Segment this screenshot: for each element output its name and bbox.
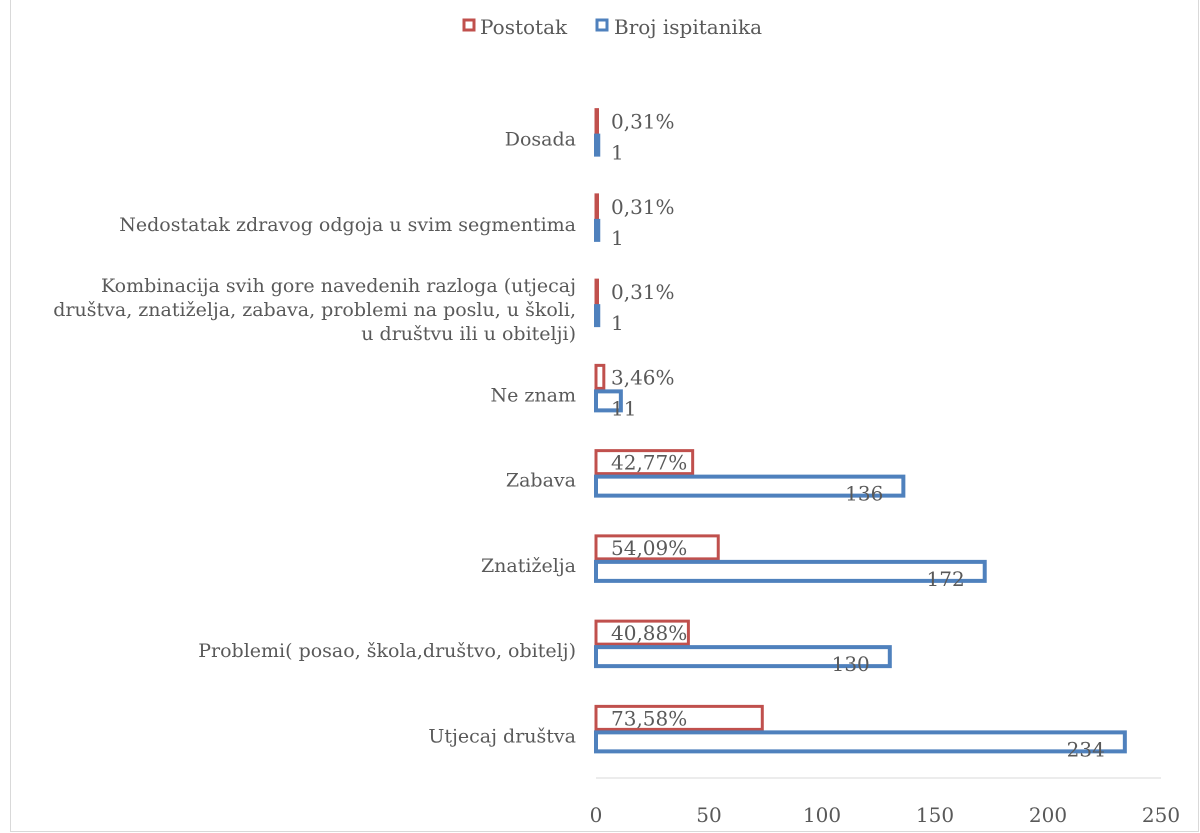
bar-broj-ispitanika (594, 389, 623, 413)
legend-label-broj-ispitanika: Broj ispitanika (614, 15, 762, 39)
x-tick-label: 50 (696, 803, 721, 827)
data-label-broj-ispitanika: 136 (845, 482, 883, 506)
data-label-postotak: 0,31% (611, 280, 675, 304)
bar-postotak (594, 108, 599, 135)
bar-broj-ispitanika (594, 133, 601, 157)
category-label: Dosada (505, 129, 576, 151)
data-label-broj-ispitanika: 11 (611, 396, 636, 420)
legend-label-postotak: Postotak (480, 15, 568, 39)
data-label-broj-ispitanika: 130 (832, 652, 870, 676)
data-label-postotak: 40,88% (611, 621, 687, 645)
data-label-postotak: 54,09% (611, 536, 687, 560)
bar-postotak (594, 278, 599, 305)
legend-swatch-broj-ispitanika (595, 18, 609, 32)
data-label-broj-ispitanika: 1 (611, 226, 624, 250)
data-label-postotak: 3,46% (611, 365, 675, 389)
category-label: društva, znatiželja, zabava, problemi na… (53, 299, 576, 321)
bar-broj-ispitanika (594, 218, 601, 242)
data-label-postotak: 42,77% (611, 451, 687, 475)
data-label-broj-ispitanika: 172 (927, 567, 965, 591)
category-label: Nedostatak zdravog odgoja u svim segment… (119, 214, 576, 236)
bar-broj-ispitanika (594, 730, 1127, 754)
x-tick-label: 200 (1029, 803, 1067, 827)
bar-postotak (594, 193, 599, 220)
bar-postotak (594, 534, 720, 561)
bar-broj-ispitanika (594, 645, 892, 669)
category-label: Kombinacija svih gore navedenih razloga … (101, 275, 576, 297)
bar-broj-ispitanika (594, 559, 987, 583)
category-label: u društvu ili u obitelji) (361, 323, 576, 345)
bar-postotak (594, 449, 695, 476)
x-tick-label: 250 (1142, 803, 1180, 827)
bar-postotak (594, 619, 690, 646)
bar-broj-ispitanika (594, 474, 906, 498)
category-label: Znatiželja (481, 555, 576, 577)
bar-broj-ispitanika (594, 304, 601, 328)
data-label-broj-ispitanika: 1 (611, 311, 624, 335)
data-label-broj-ispitanika: 1 (611, 141, 624, 165)
bar-postotak (594, 363, 606, 390)
data-label-postotak: 0,31% (611, 110, 675, 134)
x-tick-label: 150 (916, 803, 954, 827)
x-tick-label: 0 (590, 803, 603, 827)
category-label: Ne znam (491, 384, 577, 406)
category-label: Problemi( posao, škola,društvo, obitelj) (198, 640, 576, 662)
x-tick-label: 100 (803, 803, 841, 827)
legend-swatch-postotak (462, 18, 476, 32)
category-label: Utjecaj društva (428, 725, 576, 747)
category-label: Zabava (506, 470, 576, 492)
bar-postotak (594, 704, 764, 731)
chart-frame (10, 0, 1199, 832)
data-label-postotak: 0,31% (611, 195, 675, 219)
data-label-postotak: 73,58% (611, 706, 687, 730)
data-label-broj-ispitanika: 234 (1067, 737, 1105, 761)
